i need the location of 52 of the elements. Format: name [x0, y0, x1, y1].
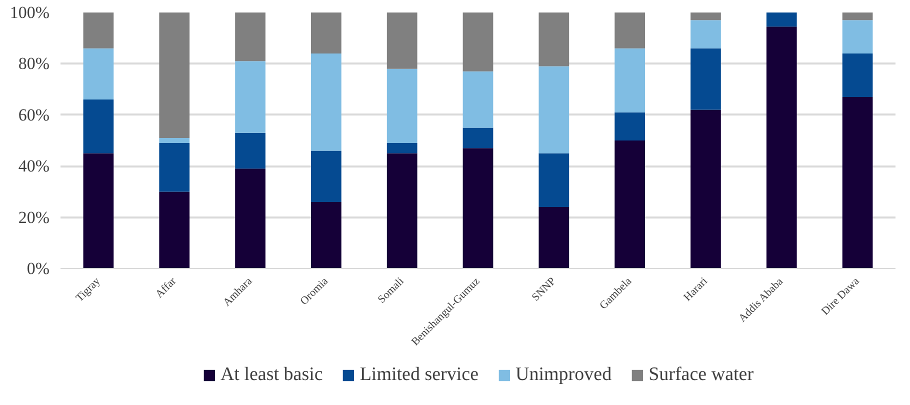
y-tick-label: 20%	[18, 208, 50, 227]
bar	[690, 12, 721, 20]
bar	[83, 153, 114, 268]
bar	[538, 153, 570, 208]
legend-label: At least basic	[220, 364, 323, 386]
bar	[235, 61, 266, 133]
bar	[842, 53, 873, 97]
bar	[83, 12, 114, 48]
bar	[462, 128, 494, 148]
bar	[386, 68, 418, 144]
bar	[83, 48, 114, 100]
bar	[159, 192, 190, 268]
y-tick-label: 0%	[26, 259, 50, 278]
bar	[842, 12, 873, 20]
legend-label: Unimproved	[516, 364, 612, 386]
bar	[690, 20, 721, 48]
bar	[83, 100, 114, 154]
bar	[311, 53, 342, 151]
bar	[386, 12, 418, 69]
legend-label: Surface water	[648, 364, 754, 386]
bar	[614, 112, 645, 140]
bar	[386, 143, 418, 154]
bar	[159, 12, 190, 138]
bar	[614, 48, 645, 112]
bar	[538, 207, 570, 268]
bar	[462, 12, 494, 72]
bar	[311, 12, 342, 54]
bar	[311, 150, 342, 202]
bar	[159, 143, 190, 192]
bar	[235, 12, 266, 62]
bar	[462, 148, 494, 268]
bar	[690, 48, 721, 110]
y-tick-label: 100%	[10, 3, 50, 22]
bar	[842, 96, 873, 268]
bar	[766, 12, 797, 27]
bar	[235, 132, 266, 169]
bar	[690, 110, 721, 268]
bar	[462, 71, 494, 128]
bar	[614, 140, 645, 268]
bar	[311, 202, 342, 268]
bar	[235, 168, 266, 268]
bar	[159, 138, 190, 144]
legend-label: Limited service	[360, 364, 479, 386]
bar	[386, 153, 418, 268]
bar	[842, 20, 873, 54]
y-tick-label: 40%	[18, 156, 50, 176]
bar	[614, 12, 645, 48]
bar	[538, 12, 570, 66]
y-tick-label: 80%	[18, 54, 50, 74]
y-tick-label: 60%	[18, 105, 50, 124]
bar	[766, 26, 797, 268]
bar	[538, 66, 570, 154]
